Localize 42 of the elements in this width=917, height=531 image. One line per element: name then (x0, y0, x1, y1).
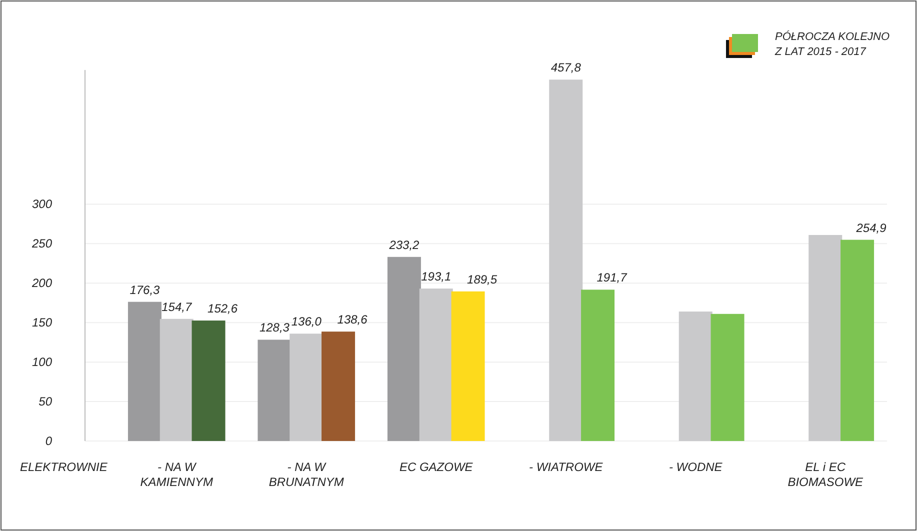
bar (419, 288, 453, 441)
data-label: 193,1 (421, 270, 452, 284)
x-tick-label: - NA W BRUNATNYM (268, 460, 344, 489)
y-tick-label: 50 (38, 394, 52, 408)
y-tick-label: 150 (32, 315, 52, 330)
bar (451, 291, 485, 441)
bar (322, 332, 356, 441)
y-tick-label: 0 (45, 434, 52, 448)
x-tick-label: - WODNE (668, 460, 724, 474)
data-label: 176,3 (130, 282, 160, 297)
data-label: 457,8 (550, 60, 582, 75)
x-tick-label: - WIATROWE (528, 460, 604, 474)
legend-title: PÓŁROCZA KOLEJNO Z LAT 2015 - 2017 (774, 30, 890, 58)
data-label: 154,7 (162, 300, 193, 314)
bar (128, 302, 162, 441)
bar (840, 240, 874, 441)
x-tick-label: EL i EC BIOMASOWE (788, 460, 864, 489)
text: ELEKTROWNIE (20, 460, 108, 474)
data-label: 136,0 (291, 314, 322, 329)
data-label: 254,9 (855, 220, 887, 235)
x-tick-label: - NA W KAMIENNYM (140, 460, 213, 489)
data-label: 233,2 (388, 238, 420, 252)
data-label: 138,6 (337, 312, 368, 327)
y-tick-label: 250 (30, 236, 52, 250)
x-tick-label: EC GAZOWE (399, 460, 474, 474)
bar (160, 318, 194, 441)
bar (290, 334, 324, 441)
data-label: 128,3 (259, 320, 290, 335)
bar (581, 290, 615, 441)
y-tick-label: 100 (32, 354, 52, 369)
bar (710, 314, 744, 441)
y-tick-label: 300 (32, 197, 52, 212)
y-tick-label: 200 (30, 276, 52, 290)
bar (808, 234, 842, 441)
data-label: 189,5 (467, 272, 498, 286)
bar (678, 312, 712, 441)
data-label: 191,7 (596, 270, 628, 285)
bar (258, 340, 292, 441)
bar (549, 80, 583, 441)
bar (387, 256, 421, 441)
bar (192, 320, 226, 441)
data-label: 152,6 (208, 302, 238, 316)
